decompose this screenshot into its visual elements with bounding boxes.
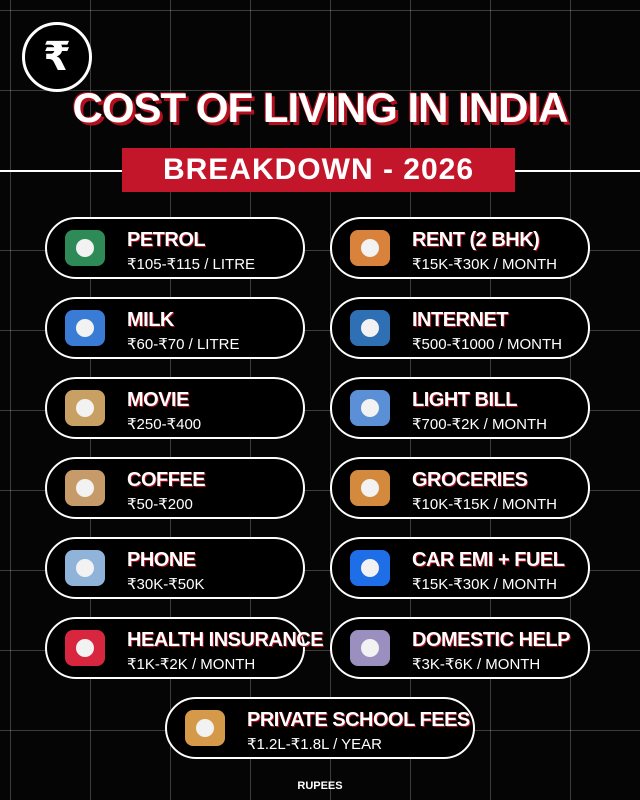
icon — [185, 710, 225, 746]
icon-detail — [76, 399, 94, 417]
icon — [65, 630, 105, 666]
item-price: ₹250-₹400 — [127, 416, 202, 433]
item-card: COFFEE ₹50-₹200 — [45, 457, 305, 519]
icon — [65, 470, 105, 506]
icon — [65, 390, 105, 426]
icon-detail — [76, 639, 94, 657]
item-price: ₹30K-₹50K — [127, 576, 205, 593]
icon — [65, 550, 105, 586]
item-price: ₹1.2L-₹1.8L / YEAR — [247, 736, 382, 753]
item-card: MOVIE ₹250-₹400 — [45, 377, 305, 439]
icon — [350, 390, 390, 426]
icon-detail — [76, 559, 94, 577]
item-price: ₹15K-₹30K / MONTH — [412, 576, 557, 593]
icon-detail — [76, 479, 94, 497]
item-name: PRIVATE SCHOOL FEES — [247, 709, 470, 731]
item-price: ₹1K-₹2K / MONTH — [127, 656, 256, 673]
icon-detail — [76, 319, 94, 337]
icon-detail — [361, 399, 379, 417]
item-name: DOMESTIC HELP — [412, 629, 570, 651]
item-card: PETROL ₹105-₹115 / LITRE — [45, 217, 305, 279]
item-price: ₹105-₹115 / LITRE — [127, 256, 256, 273]
footer: RUPEES — [297, 780, 343, 792]
item-price: ₹60-₹70 / LITRE — [127, 336, 240, 353]
item-name: PETROL — [127, 229, 206, 251]
item-name: HEALTH INSURANCE — [127, 629, 324, 651]
item-name: CAR EMI + FUEL — [412, 549, 565, 571]
icon-detail — [361, 479, 379, 497]
item-name: RENT (2 BHK) — [412, 229, 540, 251]
item-name: MILK — [127, 309, 174, 331]
item-card: GROCERIES ₹10K-₹15K / MONTH — [330, 457, 590, 519]
item-card: MILK ₹60-₹70 / LITRE — [45, 297, 305, 359]
logo: ₹ — [22, 22, 92, 92]
icon-detail — [361, 239, 379, 257]
item-price: ₹3K-₹6K / MONTH — [412, 656, 541, 673]
item-card: DOMESTIC HELP ₹3K-₹6K / MONTH — [330, 617, 590, 679]
subtitle: BREAKDOWN - 2026 — [122, 148, 515, 192]
icon — [65, 230, 105, 266]
icon — [350, 630, 390, 666]
item-card: HEALTH INSURANCE ₹1K-₹2K / MONTH — [45, 617, 324, 679]
item-card: PRIVATE SCHOOL FEES ₹1.2L-₹1.8L / YEAR — [165, 697, 475, 759]
item-name: INTERNET — [412, 309, 509, 331]
item-price: ₹10K-₹15K / MONTH — [412, 496, 557, 513]
item-price: ₹500-₹1000 / MONTH — [412, 336, 562, 353]
item-name: GROCERIES — [412, 469, 528, 491]
item-name: LIGHT BILL — [412, 389, 517, 411]
item-card: RENT (2 BHK) ₹15K-₹30K / MONTH — [330, 217, 590, 279]
item-name: MOVIE — [127, 389, 189, 411]
icon-detail — [76, 239, 94, 257]
icon — [65, 310, 105, 346]
item-card: PHONE ₹30K-₹50K — [45, 537, 305, 599]
icon — [350, 230, 390, 266]
icon — [350, 470, 390, 506]
item-name: PHONE — [127, 549, 196, 571]
item-name: COFFEE — [127, 469, 206, 491]
icon-detail — [196, 719, 214, 737]
item-price: ₹700-₹2K / MONTH — [412, 416, 547, 433]
item-price: ₹50-₹200 — [127, 496, 193, 513]
title: COST OF LIVING IN INDIA — [72, 84, 568, 131]
icon — [350, 310, 390, 346]
icon-detail — [361, 319, 379, 337]
item-card: CAR EMI + FUEL ₹15K-₹30K / MONTH — [330, 537, 590, 599]
item-card: LIGHT BILL ₹700-₹2K / MONTH — [330, 377, 590, 439]
item-card: INTERNET ₹500-₹1000 / MONTH — [330, 297, 590, 359]
item-price: ₹15K-₹30K / MONTH — [412, 256, 557, 273]
icon-detail — [361, 559, 379, 577]
icon-detail — [361, 639, 379, 657]
icon — [350, 550, 390, 586]
